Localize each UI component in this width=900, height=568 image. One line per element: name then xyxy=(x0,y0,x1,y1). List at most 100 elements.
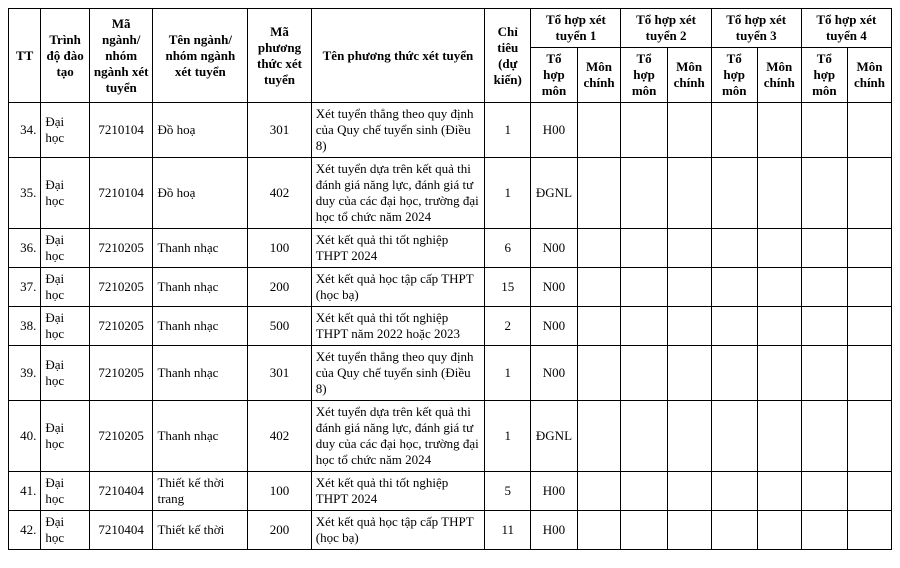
cell-tt: 39. xyxy=(9,346,41,401)
cell-monchinh3 xyxy=(757,103,801,158)
cell-mapt: 200 xyxy=(248,511,312,550)
cell-tt: 41. xyxy=(9,472,41,511)
cell-tenpt: Xét tuyển dựa trên kết quả thi đánh giá … xyxy=(311,158,484,229)
cell-manganh: 7210205 xyxy=(89,307,153,346)
cell-tenpt: Xét tuyển thẳng theo quy định của Quy ch… xyxy=(311,346,484,401)
col-group4: Tổ hợp xét tuyển 4 xyxy=(801,9,891,48)
col-group2: Tổ hợp xét tuyển 2 xyxy=(621,9,711,48)
cell-monchinh1 xyxy=(577,401,621,472)
cell-manganh: 7210104 xyxy=(89,158,153,229)
cell-tt: 36. xyxy=(9,229,41,268)
col-monchinh4: Môn chính xyxy=(847,48,891,103)
cell-monchinh4 xyxy=(847,158,891,229)
cell-monchinh3 xyxy=(757,229,801,268)
cell-mapt: 100 xyxy=(248,472,312,511)
col-trinhdo: Trình độ đào tạo xyxy=(41,9,90,103)
cell-tohop1: ĐGNL xyxy=(531,401,577,472)
cell-tohop2 xyxy=(621,268,667,307)
cell-tohop1: H00 xyxy=(531,103,577,158)
cell-tennganh: Đồ hoạ xyxy=(153,158,248,229)
cell-monchinh4 xyxy=(847,103,891,158)
cell-tenpt: Xét kết quả thi tốt nghiệp THPT năm 2022… xyxy=(311,307,484,346)
cell-tenpt: Xét tuyển thẳng theo quy định của Quy ch… xyxy=(311,103,484,158)
cell-mapt: 402 xyxy=(248,401,312,472)
cell-manganh: 7210404 xyxy=(89,511,153,550)
table-row: 42.Đại học7210404Thiết kế thời200Xét kết… xyxy=(9,511,892,550)
cell-tohop1: ĐGNL xyxy=(531,158,577,229)
col-tohop2: Tổ hợp môn xyxy=(621,48,667,103)
cell-tohop2 xyxy=(621,472,667,511)
cell-chitieu: 1 xyxy=(485,346,531,401)
col-mapt: Mã phương thức xét tuyển xyxy=(248,9,312,103)
cell-monchinh3 xyxy=(757,401,801,472)
col-group1: Tổ hợp xét tuyển 1 xyxy=(531,9,621,48)
cell-tohop2 xyxy=(621,511,667,550)
cell-tenpt: Xét kết quả thi tốt nghiệp THPT 2024 xyxy=(311,229,484,268)
cell-monchinh3 xyxy=(757,158,801,229)
cell-tennganh: Thanh nhạc xyxy=(153,401,248,472)
cell-monchinh1 xyxy=(577,158,621,229)
cell-tohop1: N00 xyxy=(531,307,577,346)
cell-monchinh4 xyxy=(847,307,891,346)
cell-chitieu: 11 xyxy=(485,511,531,550)
table-row: 34.Đại học7210104Đồ hoạ301Xét tuyển thẳn… xyxy=(9,103,892,158)
cell-tt: 34. xyxy=(9,103,41,158)
cell-tt: 42. xyxy=(9,511,41,550)
cell-manganh: 7210205 xyxy=(89,401,153,472)
cell-chitieu: 1 xyxy=(485,103,531,158)
cell-chitieu: 2 xyxy=(485,307,531,346)
cell-mapt: 402 xyxy=(248,158,312,229)
cell-tennganh: Thiết kế thời trang xyxy=(153,472,248,511)
cell-tt: 35. xyxy=(9,158,41,229)
cell-tohop4 xyxy=(801,229,847,268)
cell-tohop3 xyxy=(711,268,757,307)
cell-trinhdo: Đại học xyxy=(41,268,90,307)
cell-manganh: 7210205 xyxy=(89,229,153,268)
cell-monchinh3 xyxy=(757,472,801,511)
cell-tennganh: Thanh nhạc xyxy=(153,268,248,307)
col-monchinh3: Môn chính xyxy=(757,48,801,103)
col-tt: TT xyxy=(9,9,41,103)
cell-mapt: 500 xyxy=(248,307,312,346)
cell-tohop4 xyxy=(801,103,847,158)
cell-monchinh2 xyxy=(667,229,711,268)
cell-monchinh4 xyxy=(847,229,891,268)
table-row: 40.Đại học7210205Thanh nhạc402Xét tuyển … xyxy=(9,401,892,472)
cell-monchinh2 xyxy=(667,346,711,401)
table-row: 38.Đại học7210205Thanh nhạc500Xét kết qu… xyxy=(9,307,892,346)
cell-trinhdo: Đại học xyxy=(41,307,90,346)
cell-tennganh: Thiết kế thời xyxy=(153,511,248,550)
cell-monchinh1 xyxy=(577,346,621,401)
cell-monchinh1 xyxy=(577,103,621,158)
col-tennganh: Tên ngành/ nhóm ngành xét tuyển xyxy=(153,9,248,103)
cell-manganh: 7210104 xyxy=(89,103,153,158)
cell-chitieu: 5 xyxy=(485,472,531,511)
cell-monchinh4 xyxy=(847,511,891,550)
cell-tt: 37. xyxy=(9,268,41,307)
cell-tohop3 xyxy=(711,472,757,511)
cell-monchinh2 xyxy=(667,158,711,229)
cell-tohop3 xyxy=(711,511,757,550)
cell-tenpt: Xét kết quả học tập cấp THPT (học bạ) xyxy=(311,511,484,550)
cell-tohop3 xyxy=(711,307,757,346)
cell-tohop1: N00 xyxy=(531,268,577,307)
cell-manganh: 7210404 xyxy=(89,472,153,511)
col-tohop3: Tổ hợp môn xyxy=(711,48,757,103)
cell-tennganh: Thanh nhạc xyxy=(153,229,248,268)
cell-manganh: 7210205 xyxy=(89,346,153,401)
col-group3: Tổ hợp xét tuyển 3 xyxy=(711,9,801,48)
cell-tohop1: H00 xyxy=(531,511,577,550)
cell-mapt: 100 xyxy=(248,229,312,268)
cell-trinhdo: Đại học xyxy=(41,229,90,268)
cell-tohop3 xyxy=(711,158,757,229)
cell-tohop1: H00 xyxy=(531,472,577,511)
table-row: 37.Đại học7210205Thanh nhạc200Xét kết qu… xyxy=(9,268,892,307)
cell-monchinh4 xyxy=(847,401,891,472)
cell-trinhdo: Đại học xyxy=(41,511,90,550)
cell-monchinh1 xyxy=(577,229,621,268)
cell-mapt: 301 xyxy=(248,346,312,401)
cell-tennganh: Thanh nhạc xyxy=(153,346,248,401)
admission-table: TT Trình độ đào tạo Mã ngành/ nhóm ngành… xyxy=(8,8,892,550)
cell-tohop3 xyxy=(711,346,757,401)
cell-tohop3 xyxy=(711,103,757,158)
